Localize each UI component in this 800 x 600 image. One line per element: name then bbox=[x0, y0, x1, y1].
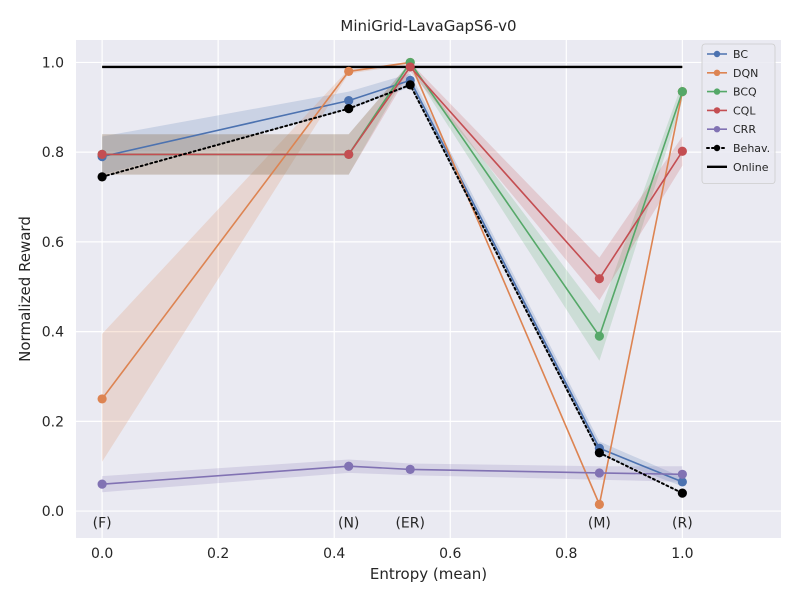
point-cql bbox=[405, 62, 415, 72]
point-crr bbox=[97, 479, 107, 489]
y-tick-labels: 0.0 0.2 0.4 0.6 0.8 1.0 bbox=[42, 55, 64, 520]
point-bcq bbox=[594, 331, 604, 341]
annotation-label: (F) bbox=[93, 515, 112, 531]
legend-marker-dqn bbox=[713, 69, 721, 77]
legend-label-cql: CQL bbox=[733, 104, 756, 117]
point-annotations: (F) (N) (ER) (M) (R) bbox=[93, 515, 693, 531]
legend-marker-crr bbox=[713, 126, 721, 133]
x-tick-label: 0.6 bbox=[439, 546, 461, 562]
point-behav bbox=[97, 172, 107, 182]
y-tick-label: 0.0 bbox=[42, 504, 64, 520]
legend-label-bcq: BCQ bbox=[733, 86, 757, 99]
legend-label-bc: BC bbox=[733, 48, 748, 61]
legend-marker-cql bbox=[713, 107, 721, 114]
y-tick-label: 0.4 bbox=[42, 325, 64, 341]
point-behav bbox=[405, 80, 415, 90]
legend: BC DQN BCQ CQL CRR Behav. Online bbox=[701, 43, 776, 185]
x-tick-label: 0.8 bbox=[555, 546, 577, 562]
point-dqn bbox=[97, 394, 107, 404]
point-behav bbox=[344, 104, 354, 114]
point-crr bbox=[405, 464, 415, 474]
band-crr bbox=[102, 459, 683, 493]
annotation-label: (ER) bbox=[395, 515, 425, 531]
x-tick-label: 1.0 bbox=[671, 546, 693, 562]
point-dqn bbox=[344, 66, 354, 77]
x-tick-label: 0.2 bbox=[207, 546, 229, 562]
annotation-label: (N) bbox=[338, 515, 359, 531]
legend-marker-behav bbox=[713, 144, 721, 152]
point-bcq bbox=[677, 86, 687, 97]
x-tick-label: 0.0 bbox=[91, 546, 113, 562]
point-cql bbox=[344, 149, 354, 160]
x-tick-labels: 0.0 0.2 0.4 0.6 0.8 1.0 bbox=[91, 546, 694, 562]
legend-label-crr: CRR bbox=[733, 123, 756, 136]
y-tick-label: 1.0 bbox=[42, 55, 64, 71]
chart-title: MiniGrid-LavaGapS6-v0 bbox=[340, 17, 516, 35]
x-axis-label: Entropy (mean) bbox=[370, 565, 487, 583]
legend-marker-bc bbox=[713, 50, 721, 58]
annotation-label: (M) bbox=[588, 515, 611, 531]
y-axis-label: Normalized Reward bbox=[16, 216, 34, 362]
point-bc bbox=[344, 95, 354, 106]
point-crr bbox=[344, 461, 354, 471]
legend-box bbox=[701, 43, 776, 185]
legend-label-behav: Behav. bbox=[733, 142, 770, 155]
series-points bbox=[97, 57, 687, 509]
point-bc bbox=[677, 477, 687, 487]
point-crr bbox=[594, 468, 604, 478]
point-cql bbox=[594, 274, 604, 284]
point-cql bbox=[97, 149, 107, 160]
legend-label-dqn: DQN bbox=[733, 67, 758, 80]
legend-label-online: Online bbox=[733, 161, 769, 174]
y-tick-label: 0.8 bbox=[42, 145, 64, 161]
point-crr bbox=[677, 469, 687, 479]
x-tick-label: 0.4 bbox=[323, 546, 345, 562]
y-tick-label: 0.6 bbox=[42, 235, 64, 251]
plot-background bbox=[76, 40, 781, 538]
point-behav bbox=[594, 448, 604, 458]
y-tick-label: 0.2 bbox=[42, 414, 64, 430]
point-behav bbox=[677, 488, 687, 498]
point-dqn bbox=[594, 499, 604, 509]
point-cql bbox=[677, 146, 687, 156]
grid bbox=[76, 40, 781, 538]
annotation-label: (R) bbox=[672, 515, 693, 531]
legend-marker-bcq bbox=[713, 88, 721, 95]
